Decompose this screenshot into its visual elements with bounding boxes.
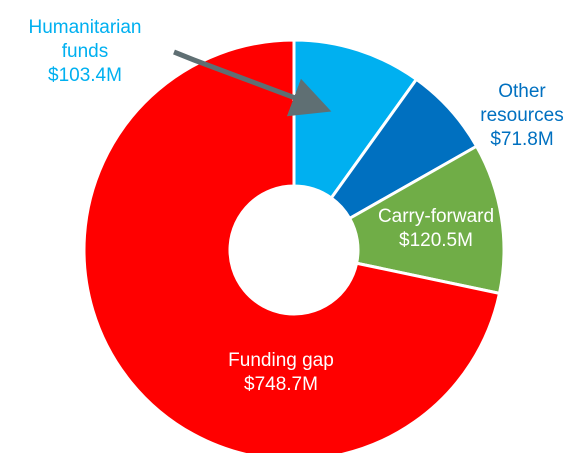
slice-funding-gap <box>82 38 501 453</box>
label-value: $120.5M <box>399 230 473 251</box>
label-name-line: Funding gap <box>228 350 334 371</box>
leader-arrow-layer <box>173 49 332 117</box>
label-name-line: resources <box>480 105 563 126</box>
slice-carry-forward <box>348 144 506 295</box>
label-name-line: funds <box>62 41 108 62</box>
label-name-line: Carry-forward <box>378 206 494 227</box>
label-value: $748.7M <box>244 374 318 395</box>
label-value: $71.8M <box>490 129 553 150</box>
label-other-resources: Other resources $71.8M <box>480 81 563 150</box>
label-carry-forward: Carry-forward $120.5M <box>378 206 494 251</box>
label-humanitarian-funds: Humanitarian funds $103.4M <box>29 17 142 86</box>
label-funding-gap: Funding gap $748.7M <box>228 350 334 395</box>
labels-layer: Humanitarian funds $103.4M Other resources $7… <box>29 17 564 395</box>
label-name-line: Humanitarian <box>29 17 142 38</box>
label-name-line: Other <box>498 81 546 102</box>
leader-arrow <box>173 49 332 117</box>
label-value: $103.4M <box>48 65 122 86</box>
slices-layer <box>82 38 506 453</box>
